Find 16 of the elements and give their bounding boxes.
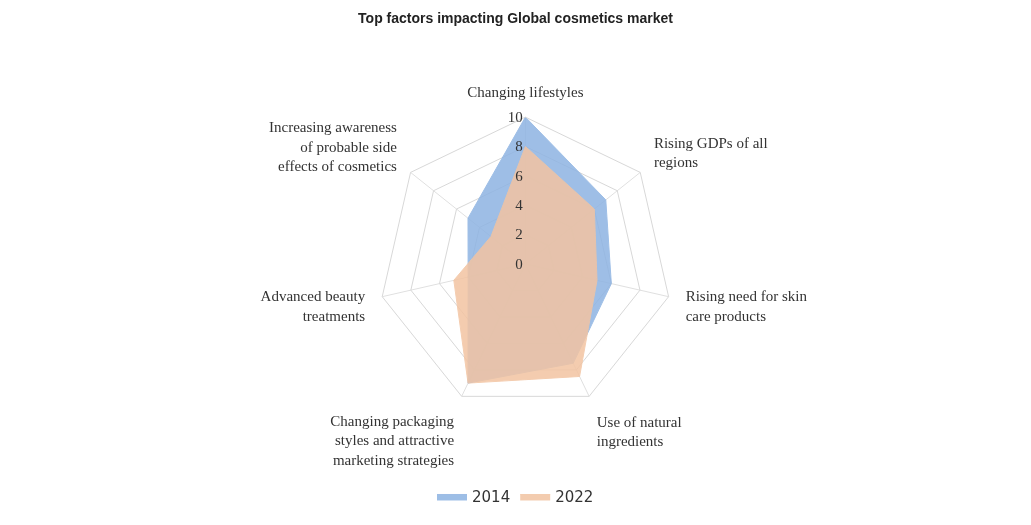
legend-label: 2022 <box>555 488 594 507</box>
y-tick-label: 0 <box>515 255 523 272</box>
y-tick-label: 4 <box>515 197 524 214</box>
spoke-label: Advanced beauty treatments <box>260 288 366 324</box>
y-tick-label: 6 <box>515 167 524 184</box>
spoke-label: Changing lifestyles <box>467 83 584 100</box>
spoke-label: Use of natural ingredients <box>596 413 682 450</box>
spoke-label: Rising need for skin care products <box>685 288 808 324</box>
y-tick-label: 8 <box>515 138 523 155</box>
legend-label: 2014 <box>472 488 511 507</box>
chart-title: Top factors impacting Global cosmetics market <box>358 9 674 26</box>
y-tick-label: 10 <box>507 108 523 125</box>
spoke-label: Rising GDPs of all regions <box>653 134 768 171</box>
spoke-label: Changing packaging styles and attractive marketing strategies <box>330 412 455 468</box>
spoke-label: Increasing awareness of probable side effects of cosmetics <box>269 119 398 175</box>
y-tick-label: 2 <box>515 226 523 243</box>
